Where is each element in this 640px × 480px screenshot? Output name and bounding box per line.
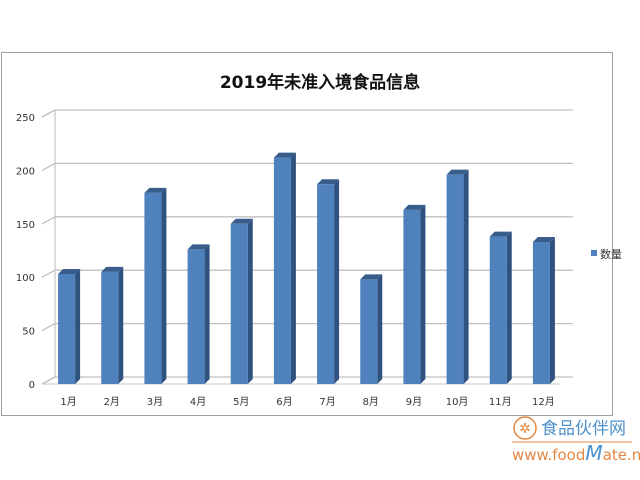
bar-side — [463, 169, 469, 384]
x-tick-label: 4月 — [190, 396, 206, 408]
bar-front — [101, 271, 119, 384]
bar-top — [446, 169, 469, 175]
bar-front — [187, 249, 205, 384]
bar-top — [403, 204, 426, 210]
bar-front — [403, 209, 421, 384]
bar — [360, 274, 383, 384]
bar-side — [420, 204, 426, 384]
legend: 数量 — [591, 248, 622, 261]
bar — [144, 187, 167, 384]
watermark-logo-glyph-icon: ✲ — [519, 421, 531, 437]
x-tick-label: 9月 — [406, 396, 422, 408]
bar-top — [187, 244, 210, 250]
bar — [532, 236, 555, 384]
bar-top — [317, 179, 340, 185]
x-tick-label: 3月 — [147, 396, 163, 408]
bar-front — [446, 174, 464, 384]
y-tick-label: 150 — [16, 220, 35, 231]
bar-front — [532, 241, 550, 384]
bar — [58, 268, 81, 384]
bar-top — [144, 187, 167, 193]
gridline-side — [41, 269, 56, 278]
y-tick-label: 50 — [22, 327, 35, 338]
x-tick-label: 10月 — [446, 396, 469, 408]
bar-side — [377, 274, 383, 384]
y-tick-label: 200 — [16, 166, 35, 177]
bar-top — [273, 152, 296, 158]
bar-front — [58, 273, 76, 384]
gridline-side — [41, 216, 56, 225]
y-tick-label: 0 — [29, 380, 35, 391]
y-tick-label: 250 — [16, 113, 35, 124]
bar — [230, 218, 253, 384]
gridline-side — [41, 162, 56, 171]
y-tick-label: 100 — [16, 273, 35, 284]
watermark-url: www.foodMate.net — [512, 441, 640, 465]
gridline-side — [41, 376, 56, 385]
x-tick-label: 2月 — [104, 396, 120, 408]
watermark-cn: 食品伙伴网 — [541, 419, 626, 439]
x-tick-label: 12月 — [532, 396, 555, 408]
bar — [187, 244, 210, 384]
x-tick-label: 5月 — [233, 396, 249, 408]
x-tick-label: 8月 — [363, 396, 379, 408]
bar-top — [489, 231, 512, 237]
bar-side — [204, 244, 210, 384]
x-tick-label: 1月 — [60, 396, 76, 408]
bar-front — [489, 236, 507, 384]
bar-front — [360, 279, 378, 384]
bar-front — [144, 192, 162, 384]
bar-side — [118, 266, 124, 384]
watermark-logo-icon — [513, 416, 537, 440]
bar — [446, 169, 469, 384]
bar-side — [75, 268, 81, 384]
bar-front — [317, 184, 335, 384]
bar-side — [247, 218, 253, 384]
gridline-side — [41, 323, 56, 332]
legend-swatch — [591, 250, 597, 256]
bar-top — [230, 218, 253, 224]
bar — [101, 266, 124, 384]
bar — [489, 231, 512, 384]
bar-front — [230, 223, 248, 384]
bar-side — [549, 236, 555, 384]
bar-side — [334, 179, 340, 384]
bar-side — [290, 152, 296, 384]
x-tick-label: 11月 — [489, 396, 512, 408]
chart-title: 2019年未准入境食品信息 — [220, 72, 420, 93]
bar — [273, 152, 296, 384]
bar — [403, 204, 426, 384]
chart-frame — [1, 52, 613, 416]
bar-top — [532, 236, 555, 242]
legend-label: 数量 — [600, 248, 622, 261]
x-tick-label: 6月 — [276, 396, 292, 408]
bar — [317, 179, 340, 384]
bar-side — [161, 187, 167, 384]
watermark: ✲ 食品伙伴网 www.foodMate.net — [512, 416, 640, 465]
bar-top — [360, 274, 383, 280]
gridline-side — [41, 109, 56, 118]
bar-side — [506, 231, 512, 384]
bar-top — [58, 268, 81, 274]
bar-top — [101, 266, 124, 272]
bar-front — [273, 157, 291, 384]
x-tick-label: 7月 — [319, 396, 335, 408]
